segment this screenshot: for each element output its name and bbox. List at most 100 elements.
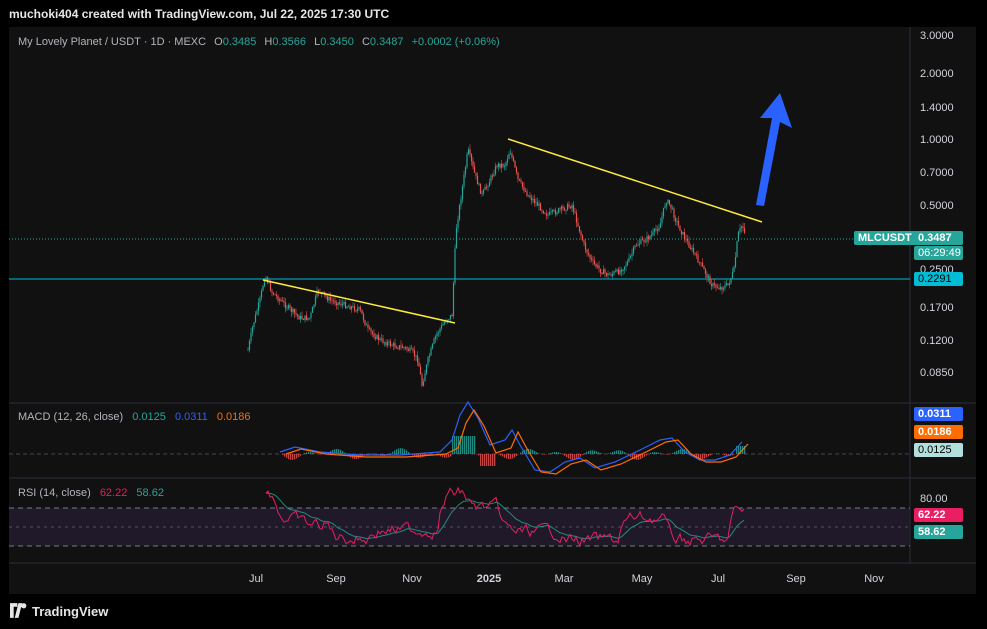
candle-body bbox=[454, 248, 456, 284]
candle-body bbox=[457, 219, 459, 228]
candle-body bbox=[416, 355, 419, 363]
macd-bar bbox=[612, 451, 614, 454]
rsi-value: 62.22 bbox=[99, 487, 128, 499]
macd-bar bbox=[360, 454, 362, 458]
macd-bar bbox=[682, 448, 684, 454]
candle-body bbox=[695, 254, 698, 255]
rsi-legend[interactable]: RSI (14, close) 62.22 58.62 bbox=[18, 487, 164, 499]
candle-body bbox=[491, 175, 494, 177]
macd-bar bbox=[398, 448, 400, 454]
candle-body bbox=[335, 303, 338, 306]
candle-body bbox=[341, 303, 344, 306]
macd-bar bbox=[656, 452, 658, 454]
macd-bar bbox=[512, 454, 514, 459]
credit-text: muchoki404 created with TradingView.com,… bbox=[9, 7, 390, 21]
macd-bar bbox=[508, 454, 510, 460]
macd-bar bbox=[480, 454, 482, 466]
candle-body bbox=[559, 208, 561, 210]
candle-body bbox=[323, 291, 326, 295]
macd-bar bbox=[600, 453, 602, 454]
candle-body bbox=[521, 182, 524, 187]
candle-body bbox=[469, 149, 471, 155]
candle-body bbox=[481, 193, 483, 195]
rsi-tag: 62.22 bbox=[914, 508, 963, 522]
macd-bar bbox=[568, 454, 570, 459]
macd-bar bbox=[372, 453, 374, 454]
candle-body bbox=[436, 333, 438, 337]
candle-body bbox=[589, 254, 591, 259]
macd-bar bbox=[654, 451, 656, 454]
candle-body bbox=[737, 231, 740, 242]
candle-body bbox=[556, 212, 558, 215]
candle-body bbox=[431, 343, 434, 349]
candle-body bbox=[277, 295, 279, 301]
candle-body bbox=[460, 199, 462, 206]
candle-body bbox=[730, 278, 732, 284]
price-tick: 2.0000 bbox=[920, 68, 954, 80]
candle-body bbox=[368, 327, 371, 329]
candle-body bbox=[716, 287, 719, 289]
macd-bar bbox=[632, 454, 634, 459]
candle-body bbox=[530, 197, 533, 201]
candle-body bbox=[257, 302, 260, 312]
candle-body bbox=[434, 336, 437, 339]
macd-bar bbox=[516, 454, 518, 457]
candle-body bbox=[659, 222, 662, 229]
macd-bar bbox=[584, 453, 586, 454]
candle-body bbox=[713, 283, 716, 285]
macd-bar bbox=[552, 452, 554, 454]
macd-bar bbox=[376, 454, 378, 455]
candle-body bbox=[413, 350, 416, 357]
candle-body bbox=[380, 338, 383, 340]
macd-bar bbox=[336, 448, 338, 454]
candle-body bbox=[658, 228, 660, 231]
candle-body bbox=[439, 328, 441, 333]
macd-bar bbox=[586, 451, 588, 454]
macd-bar bbox=[454, 436, 456, 454]
candle-body bbox=[326, 296, 329, 301]
price-tick: 3.0000 bbox=[920, 30, 954, 42]
candle-body bbox=[632, 247, 635, 254]
candle-body bbox=[670, 204, 672, 209]
symbol-legend[interactable]: My Lovely Planet / USDT · 1D · MEXC O0.3… bbox=[18, 36, 500, 48]
candle-body bbox=[650, 234, 653, 237]
candle-body bbox=[596, 265, 599, 267]
candle-body bbox=[398, 345, 401, 349]
macd-bar bbox=[310, 452, 312, 454]
macd-bar bbox=[440, 454, 442, 457]
candle-body bbox=[332, 300, 335, 302]
candle-body bbox=[322, 291, 324, 293]
macd-legend[interactable]: MACD (12, 26, close) 0.0125 0.0311 0.018… bbox=[18, 411, 250, 423]
candle-body bbox=[367, 324, 369, 328]
candle-body bbox=[554, 210, 557, 215]
candle-body bbox=[437, 332, 440, 334]
candle-body bbox=[512, 157, 515, 162]
macd-bar bbox=[696, 454, 698, 458]
candle-body bbox=[329, 296, 332, 301]
candle-body bbox=[451, 314, 453, 317]
chart-area[interactable] bbox=[9, 27, 976, 594]
candle-body bbox=[502, 163, 504, 167]
candle-body bbox=[731, 271, 734, 279]
macd-bar bbox=[530, 449, 532, 454]
candle-body bbox=[433, 338, 435, 344]
macd-bar bbox=[466, 436, 468, 454]
candle-body bbox=[403, 347, 405, 349]
macd-bar bbox=[744, 446, 746, 454]
candle-body bbox=[280, 299, 282, 301]
candle-body bbox=[479, 183, 482, 194]
candle-body bbox=[247, 349, 249, 351]
candle-body bbox=[388, 341, 390, 343]
candle-body bbox=[334, 300, 336, 304]
candle-body bbox=[607, 273, 609, 276]
candle-body bbox=[595, 263, 597, 267]
candle-body bbox=[296, 314, 299, 316]
macd-bar bbox=[442, 454, 444, 458]
candle-body bbox=[544, 213, 546, 214]
candle-body bbox=[455, 227, 458, 249]
candle-body bbox=[689, 247, 692, 249]
candle-body bbox=[739, 228, 741, 232]
price-tick: 1.4000 bbox=[920, 102, 954, 114]
candle-body bbox=[586, 249, 588, 253]
